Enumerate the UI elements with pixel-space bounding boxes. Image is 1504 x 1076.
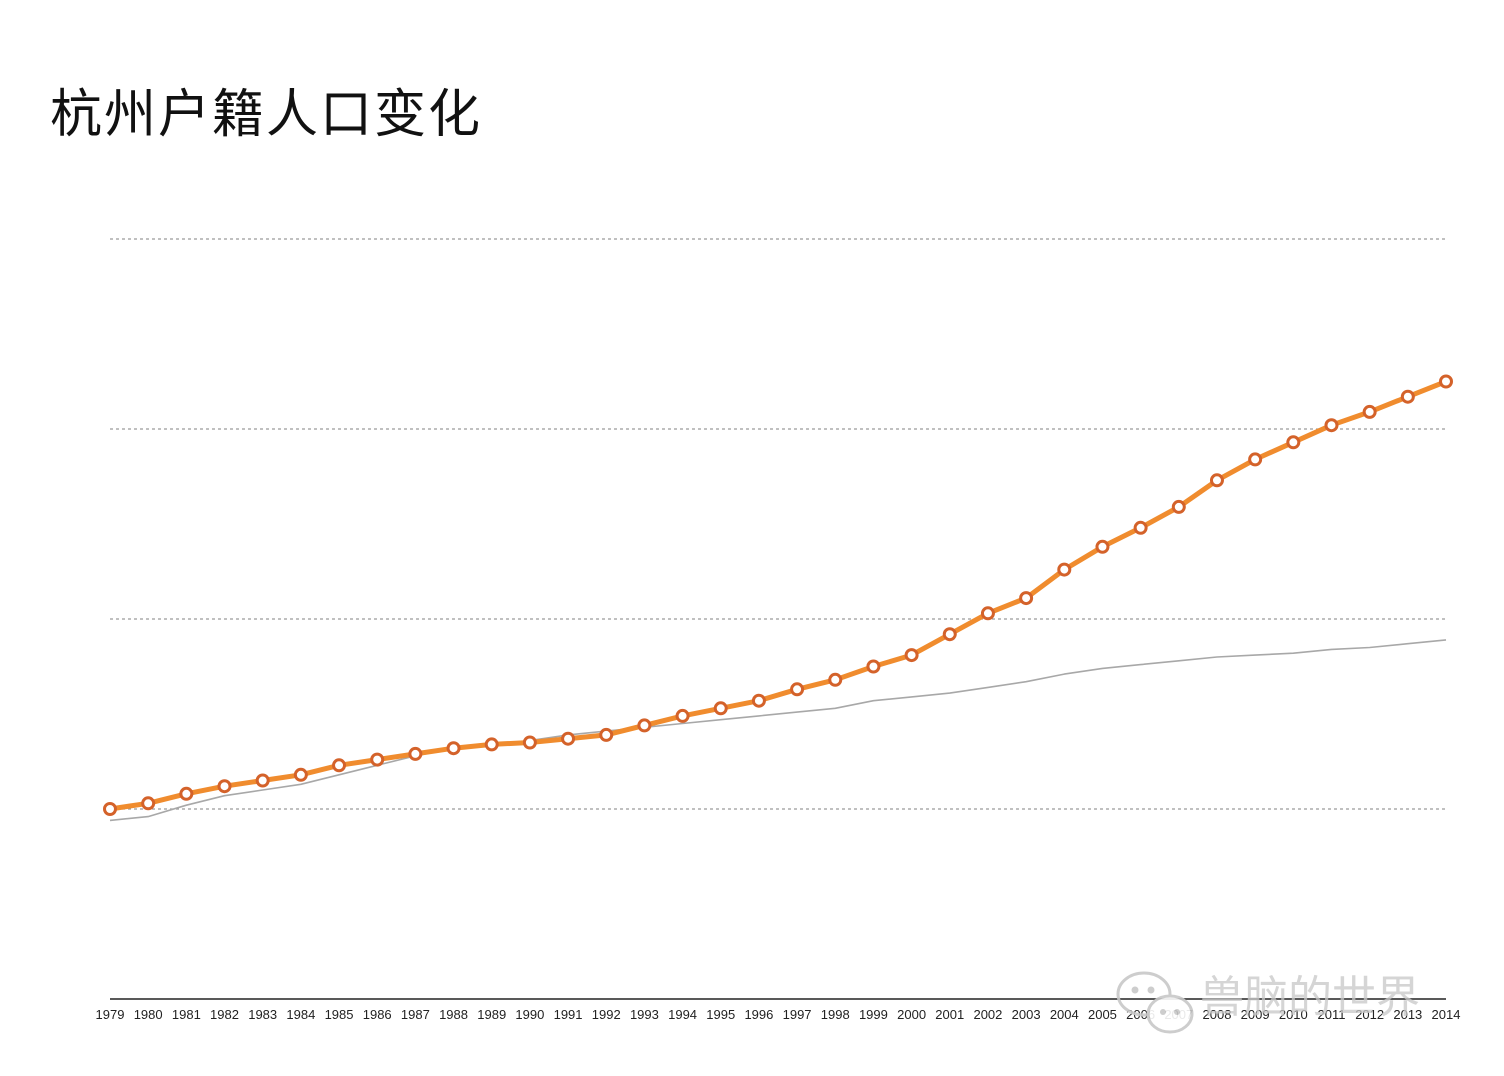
data-point [1171, 499, 1186, 514]
wechat-icon [1116, 971, 1194, 1034]
x-tick-label: 1995 [706, 1007, 735, 1022]
data-point [1286, 435, 1301, 450]
x-tick-label: 2003 [1012, 1007, 1041, 1022]
data-point [1095, 539, 1110, 554]
data-point [522, 735, 537, 750]
x-tick-label: 1982 [210, 1007, 239, 1022]
x-tick-label: 2008 [1203, 1007, 1232, 1022]
data-point [1439, 374, 1453, 389]
data-point [179, 786, 194, 801]
data-point [1324, 418, 1339, 433]
data-point [446, 741, 461, 756]
data-point [675, 708, 690, 723]
data-point [1248, 452, 1263, 467]
series-line-orange [109, 379, 1447, 812]
data-point [599, 727, 614, 742]
x-tick-labels: 1979 1980 1981 1982 1983 1984 1985 1986 1987 1988… [96, 1007, 1461, 1022]
data-point [1400, 389, 1415, 404]
x-tick-label: 1999 [859, 1007, 888, 1022]
watermark: 兽脑的世界 [1116, 971, 1420, 1034]
data-point [790, 682, 805, 697]
x-tick-label: 2001 [935, 1007, 964, 1022]
x-tick-label: 2014 [1432, 1007, 1461, 1022]
x-tick-label: 1990 [515, 1007, 544, 1022]
x-tick-label: 2005 [1088, 1007, 1117, 1022]
x-tick-label: 1996 [744, 1007, 773, 1022]
x-tick-label: 1983 [248, 1007, 277, 1022]
x-tick-label: 1997 [783, 1007, 812, 1022]
x-tick-label: 1993 [630, 1007, 659, 1022]
data-point [408, 746, 423, 761]
data-point [255, 773, 270, 788]
data-point [1133, 520, 1148, 535]
series-line-grey [109, 639, 1447, 822]
x-tick-label: 2000 [897, 1007, 926, 1022]
x-tick-label: 1985 [325, 1007, 354, 1022]
series-layer [103, 374, 1453, 822]
data-point [904, 648, 919, 663]
x-tick-label: 2012 [1355, 1007, 1384, 1022]
x-tick-label: 1984 [286, 1007, 315, 1022]
x-tick-label: 1991 [554, 1007, 583, 1022]
data-point [332, 758, 347, 773]
data-point [1057, 562, 1072, 577]
watermark-text: 兽脑的世界 [1200, 972, 1420, 1023]
data-point [1209, 473, 1224, 488]
x-tick-label: 1989 [477, 1007, 506, 1022]
data-point [637, 718, 652, 733]
data-point [293, 767, 308, 782]
x-tick-label: 1992 [592, 1007, 621, 1022]
data-point [751, 693, 766, 708]
data-point [217, 779, 232, 794]
x-tick-label: 1987 [401, 1007, 430, 1022]
data-point [1362, 404, 1377, 419]
x-tick-label: 2002 [973, 1007, 1002, 1022]
data-point [713, 701, 728, 716]
data-point [561, 731, 576, 746]
data-point [942, 627, 957, 642]
x-tick-label: 1981 [172, 1007, 201, 1022]
data-point [484, 737, 499, 752]
x-tick-label: 2013 [1393, 1007, 1422, 1022]
x-tick-label: 1979 [96, 1007, 125, 1022]
data-point [980, 606, 995, 621]
x-tick-label: 1986 [363, 1007, 392, 1022]
data-point [141, 796, 156, 811]
x-tick-label: 2011 [1318, 1007, 1346, 1022]
x-tick-label: 1994 [668, 1007, 697, 1022]
data-point [370, 752, 385, 767]
x-tick-label: 1988 [439, 1007, 468, 1022]
x-tick-label: 1998 [821, 1007, 850, 1022]
data-point [1019, 591, 1034, 606]
x-tick-label: 2004 [1050, 1007, 1079, 1022]
data-point [866, 659, 881, 674]
x-tick-label: 2009 [1241, 1007, 1270, 1022]
data-point [103, 802, 117, 816]
data-point [828, 672, 843, 687]
gridlines [110, 238, 1446, 810]
x-tick-label: 2010 [1279, 1007, 1308, 1022]
x-tick-label: 1980 [134, 1007, 163, 1022]
chart-title: 杭州户籍人口变化 [50, 85, 483, 145]
